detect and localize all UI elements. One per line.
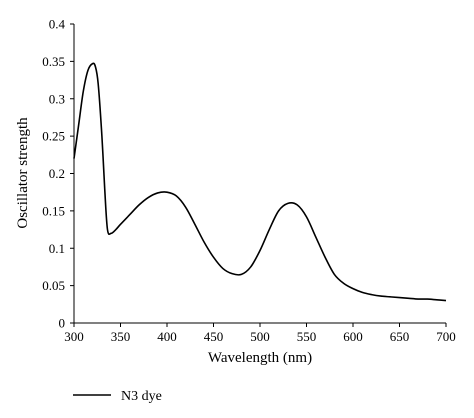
series-line-n3-dye [73, 62, 447, 302]
x-tick-label: 650 [390, 329, 410, 344]
y-tick-label: 0.35 [42, 54, 65, 69]
y-axis-title: Oscillator strength [15, 117, 31, 229]
legend: N3 dye [73, 389, 162, 404]
x-axis-ticks: 300 350 400 450 500 550 600 650 700 [64, 323, 456, 344]
y-tick-label: 0.2 [49, 166, 65, 181]
x-tick-label: 350 [111, 329, 131, 344]
legend-label: N3 dye [121, 389, 162, 404]
y-tick-label: 0.15 [42, 203, 65, 218]
y-tick-label: 0.1 [49, 241, 65, 256]
x-axis-title: Wavelength (nm) [208, 350, 312, 366]
y-tick-label: 0.4 [49, 17, 66, 32]
y-tick-label: 0 [59, 316, 66, 331]
plot-area [73, 62, 447, 302]
y-axis-ticks: 0 0.05 0.1 0.15 0.2 0.25 0.3 0.35 0.4 [42, 17, 74, 331]
x-tick-label: 600 [343, 329, 363, 344]
y-tick-label: 0.3 [49, 91, 65, 106]
x-tick-label: 400 [157, 329, 177, 344]
x-tick-label: 700 [436, 329, 456, 344]
y-tick-label: 0.05 [42, 278, 65, 293]
x-tick-label: 500 [250, 329, 270, 344]
x-tick-label: 550 [297, 329, 317, 344]
x-tick-label: 450 [204, 329, 224, 344]
x-tick-label: 300 [64, 329, 84, 344]
y-tick-label: 0.25 [42, 129, 65, 144]
